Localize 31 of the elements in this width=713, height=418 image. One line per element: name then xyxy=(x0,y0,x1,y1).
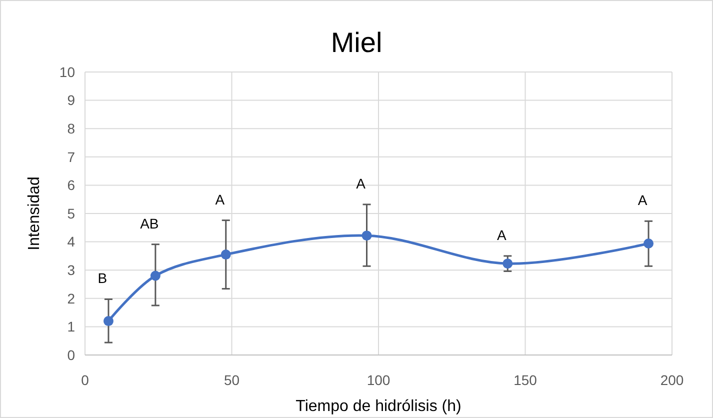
point xyxy=(103,316,114,326)
annotation: A xyxy=(215,191,226,208)
y-tick-label: 1 xyxy=(67,318,76,335)
point xyxy=(502,258,513,269)
point xyxy=(150,270,160,281)
x-tick-label: 100 xyxy=(366,372,390,388)
point xyxy=(220,250,231,260)
y-tick-label: 2 xyxy=(67,290,76,306)
annotation: B xyxy=(98,270,108,286)
x-tick-label: 150 xyxy=(514,372,538,388)
y-tick-label: 10 xyxy=(59,64,76,80)
chart-title: Miel xyxy=(330,27,382,58)
annotation: A xyxy=(356,175,366,192)
y-tick-label: 5 xyxy=(67,205,76,222)
y-tick-label: 4 xyxy=(67,234,76,250)
y-tick-label: 0 xyxy=(67,346,76,363)
annotation: A xyxy=(638,192,648,208)
point xyxy=(362,230,372,241)
y-tick-label: 9 xyxy=(67,92,76,108)
y-tick-label: 7 xyxy=(67,148,76,165)
x-tick-label: 200 xyxy=(660,372,684,388)
y-tick-label: 6 xyxy=(67,177,76,194)
x-tick-label: 50 xyxy=(224,372,240,388)
y-tick-label: 8 xyxy=(67,120,76,136)
point xyxy=(644,238,654,248)
annotation: AB xyxy=(140,215,159,232)
y-tick-label: 3 xyxy=(67,262,76,278)
annotation: A xyxy=(496,226,507,243)
x-tick-label: 0 xyxy=(81,372,90,388)
y-axis-title: Intensidad xyxy=(26,176,43,250)
x-axis-title: Tiempo de hidrólisis (h) xyxy=(296,398,462,415)
